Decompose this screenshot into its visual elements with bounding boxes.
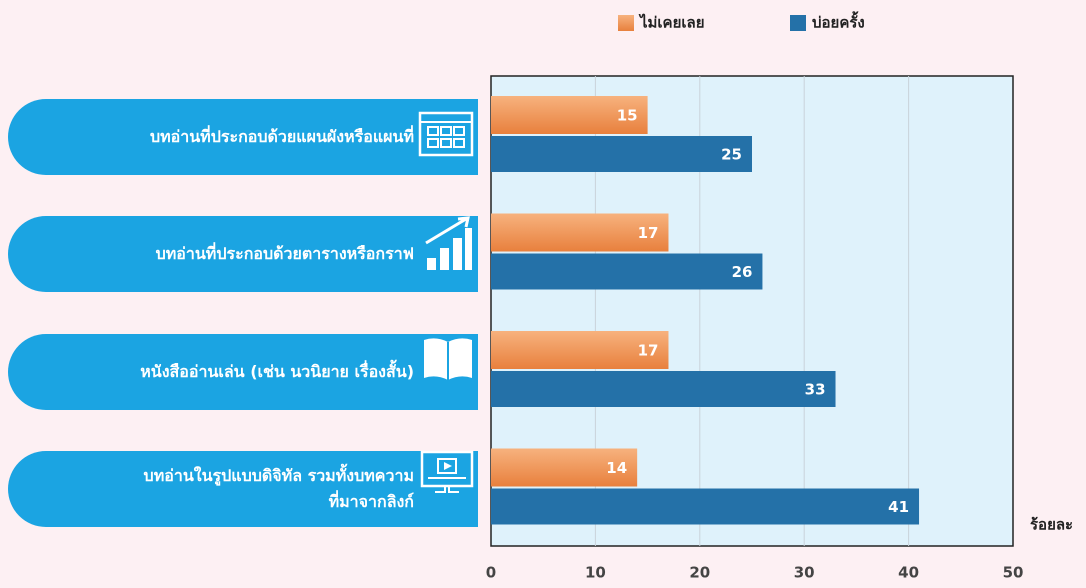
category-label: บทอ่านในรูปแบบดิจิทัล รวมทั้งบทความ ที่ม…: [143, 466, 414, 512]
bar: [491, 213, 669, 252]
value-label: 41: [888, 498, 909, 516]
legend-label: บ่อยครั้ง: [812, 11, 865, 32]
icon: [418, 111, 474, 157]
x-tick-label: 30: [794, 564, 815, 582]
icon: [440, 248, 449, 270]
bar: [491, 96, 648, 134]
icons: [418, 111, 474, 493]
legend-swatch: [618, 15, 634, 31]
bar: [491, 371, 836, 407]
category-pill: บทอ่านในรูปแบบดิจิทัล รวมทั้งบทความ ที่ม…: [8, 451, 478, 528]
category-pill: บทอ่านที่ประกอบด้วยแผนผังหรือแผนที่: [8, 98, 478, 175]
legend-swatch: [790, 15, 806, 31]
x-tick-label: 40: [898, 564, 919, 582]
bar: [491, 136, 752, 172]
bar: [491, 331, 669, 369]
icon: [440, 138, 452, 148]
value-label: 25: [721, 146, 742, 164]
category-label: หนังสืออ่านเล่น (เช่น นวนิยาย เรื่องสั้น…: [140, 361, 414, 381]
category-label: บทอ่านที่ประกอบด้วยแผนผังหรือแผนที่: [149, 126, 414, 146]
category-pill: บทอ่านที่ประกอบด้วยตารางหรือกราฟ: [8, 216, 478, 293]
value-label: 26: [732, 263, 753, 281]
icon: [453, 138, 465, 148]
icon: [420, 450, 474, 488]
icon: [437, 458, 457, 474]
value-label: 17: [638, 342, 659, 360]
icon: [435, 486, 459, 493]
value-label: 14: [606, 459, 627, 477]
icon: [427, 258, 436, 270]
bar: [491, 253, 763, 290]
category-label: บทอ่านที่ประกอบด้วยตารางหรือกราฟ: [155, 244, 414, 264]
x-tick-label: 50: [1003, 564, 1024, 582]
bar: [491, 448, 638, 487]
x-tick-label: 10: [585, 564, 606, 582]
legend-label: ไม่เคยเลย: [638, 13, 705, 32]
icon: [440, 126, 452, 136]
value-label: 15: [617, 107, 638, 125]
x-tick-label: 0: [486, 564, 496, 582]
value-label: 33: [805, 381, 826, 399]
icon: [453, 238, 462, 270]
icon: [427, 138, 439, 148]
x-tick-label: 20: [689, 564, 710, 582]
value-label: 17: [638, 224, 659, 242]
x-axis-label: ร้อยละ: [1030, 516, 1073, 534]
icon: [444, 462, 452, 470]
icon: [465, 228, 472, 270]
category-pill: หนังสืออ่านเล่น (เช่น นวนิยาย เรื่องสั้น…: [8, 333, 478, 410]
bar: [491, 488, 920, 525]
icon: [427, 126, 439, 136]
icon: [425, 216, 470, 245]
icon: [453, 126, 465, 136]
